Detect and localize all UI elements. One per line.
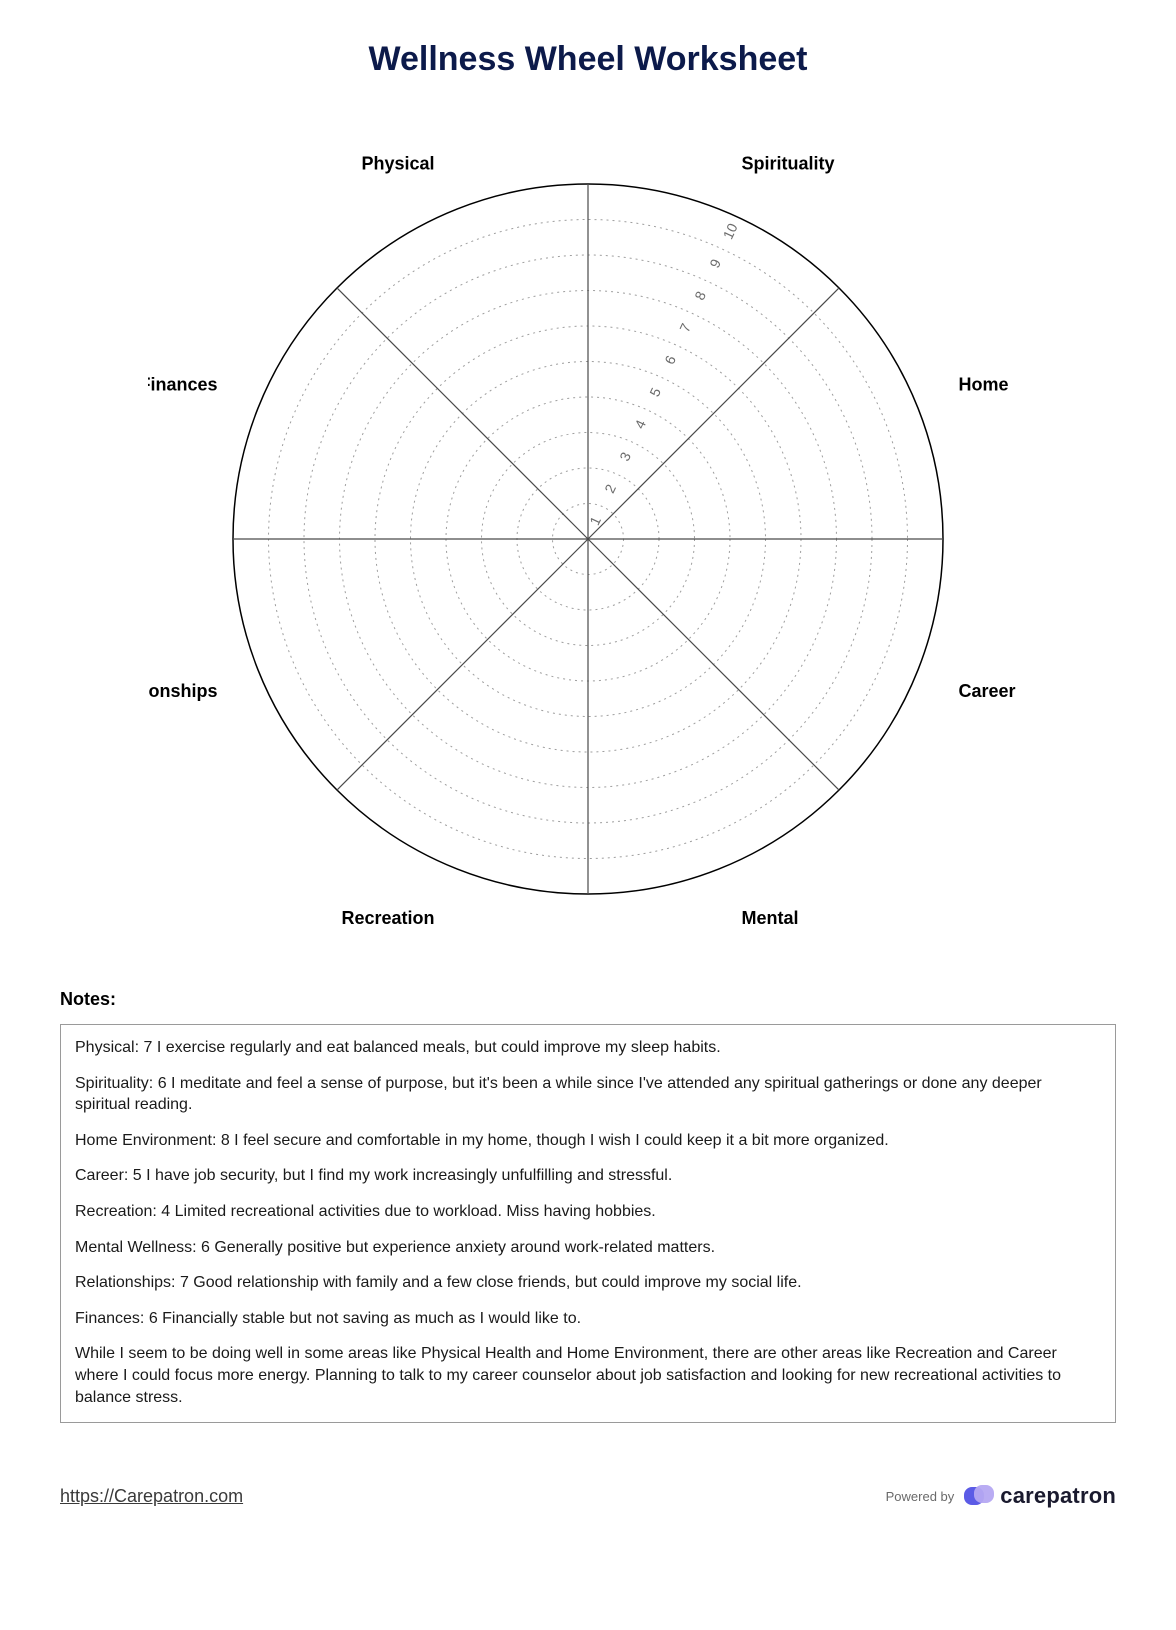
ring-number: 10 — [720, 221, 741, 242]
ring-number: 6 — [661, 353, 679, 367]
segment-label: Recreation — [341, 908, 434, 928]
powered-by-label: Powered by — [886, 1489, 955, 1504]
ring-number: 3 — [616, 449, 634, 463]
page-title: Wellness Wheel Worksheet — [60, 40, 1116, 79]
segment-label: Finances — [148, 374, 218, 394]
wellness-wheel-chart: 1 2 3 4 5 6 7 8 9 10 Spirituality Home Career Mental R… — [148, 119, 1028, 959]
notes-entry: Mental Wellness: 6 Generally positive bu… — [75, 1237, 1101, 1259]
ring-number: 7 — [676, 321, 694, 335]
ring-number: 5 — [646, 385, 664, 399]
notes-entry: Home Environment: 8 I feel secure and co… — [75, 1130, 1101, 1152]
wheel-spoke — [337, 539, 588, 790]
ring-number: 4 — [631, 417, 649, 431]
notes-entry: Spirituality: 6 I meditate and feel a se… — [75, 1073, 1101, 1116]
notes-entry: Career: 5 I have job security, but I fin… — [75, 1165, 1101, 1187]
notes-box: Physical: 7 I exercise regularly and eat… — [60, 1024, 1116, 1423]
notes-entry: Recreation: 4 Limited recreational activ… — [75, 1201, 1101, 1223]
ring-number: 2 — [601, 481, 619, 495]
brand-name: carepatron — [1000, 1483, 1116, 1509]
ring-number: 1 — [586, 514, 604, 528]
wheel-spoke — [337, 288, 588, 539]
ring-number: 9 — [706, 256, 724, 270]
notes-entry: Physical: 7 I exercise regularly and eat… — [75, 1037, 1101, 1059]
brand-logo-icon — [962, 1483, 996, 1509]
wheel-spoke — [588, 539, 839, 790]
page-footer: https://Carepatron.com Powered by carepa… — [60, 1473, 1116, 1509]
wheel-spoke — [588, 288, 839, 539]
source-link[interactable]: https://Carepatron.com — [60, 1486, 243, 1507]
brand: carepatron — [962, 1483, 1116, 1509]
segment-label: Relationships — [148, 681, 218, 701]
wheel-container: 1 2 3 4 5 6 7 8 9 10 Spirituality Home Career Mental R… — [60, 119, 1116, 959]
notes-entry: While I seem to be doing well in some ar… — [75, 1343, 1101, 1408]
worksheet-page: Wellness Wheel Worksheet 1 2 3 4 5 6 7 8 9 10 Spir… — [0, 0, 1176, 1539]
notes-entry: Finances: 6 Financially stable but not s… — [75, 1308, 1101, 1330]
ring-number: 8 — [691, 288, 709, 302]
segment-label: Mental — [741, 908, 798, 928]
notes-entry: Relationships: 7 Good relationship with … — [75, 1272, 1101, 1294]
powered-by: Powered by carepatron — [886, 1483, 1116, 1509]
segment-label: Home — [958, 374, 1008, 394]
segment-label: Spirituality — [741, 153, 834, 173]
notes-heading: Notes: — [60, 989, 1116, 1010]
segment-label: Career — [958, 681, 1015, 701]
segment-label: Physical — [361, 153, 434, 173]
